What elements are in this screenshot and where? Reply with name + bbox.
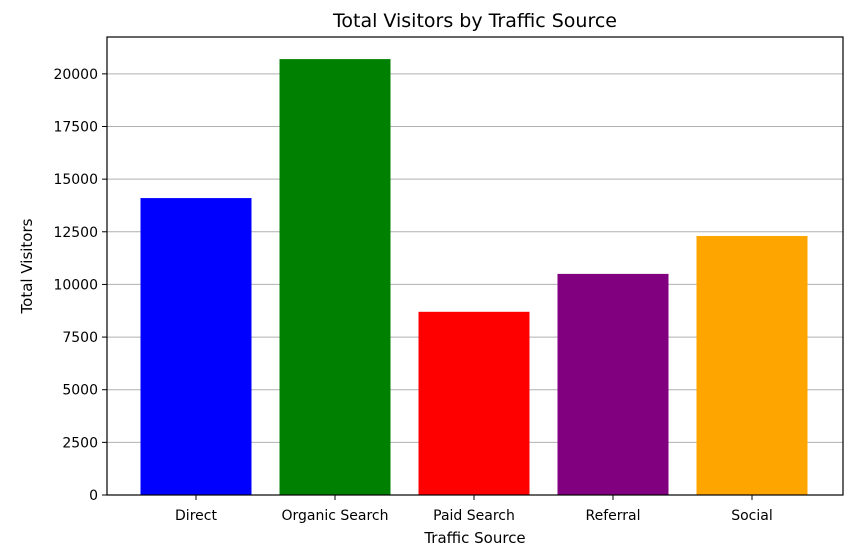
y-tick-label: 7500 [62, 330, 98, 346]
y-tick-label: 10000 [53, 277, 98, 293]
y-axis-ticks: 0 2500 5000 7500 10000 12500 15000 17500 20000 [53, 67, 107, 504]
bar-organic-search [279, 59, 391, 495]
x-tick-label: Social [731, 508, 773, 524]
plot-frame [106, 36, 844, 496]
y-tick-label: 12500 [53, 225, 98, 241]
y-axis-label: Total Visitors [18, 218, 36, 314]
x-axis-label: Traffic Source [423, 529, 525, 547]
x-tick-label: Paid Search [433, 508, 515, 524]
x-axis-ticks: Direct Organic Search Paid Search Referral S… [175, 495, 773, 524]
x-tick-label: Referral [586, 508, 641, 524]
x-tick-label: Direct [175, 508, 217, 524]
bar-social [696, 235, 808, 495]
y-tick-label: 5000 [62, 383, 98, 399]
bars [140, 59, 808, 495]
y-tick-label: 2500 [62, 435, 98, 451]
bar-paid-search [418, 311, 530, 495]
chart-title: Total Visitors by Traffic Source [332, 10, 617, 32]
bar-direct [140, 198, 252, 495]
y-tick-label: 17500 [53, 119, 98, 135]
bar-referral [557, 273, 669, 495]
x-tick-label: Organic Search [281, 508, 388, 524]
y-tick-label: 15000 [53, 172, 98, 188]
y-tick-label: 0 [89, 488, 98, 504]
y-tick-label: 20000 [53, 67, 98, 83]
